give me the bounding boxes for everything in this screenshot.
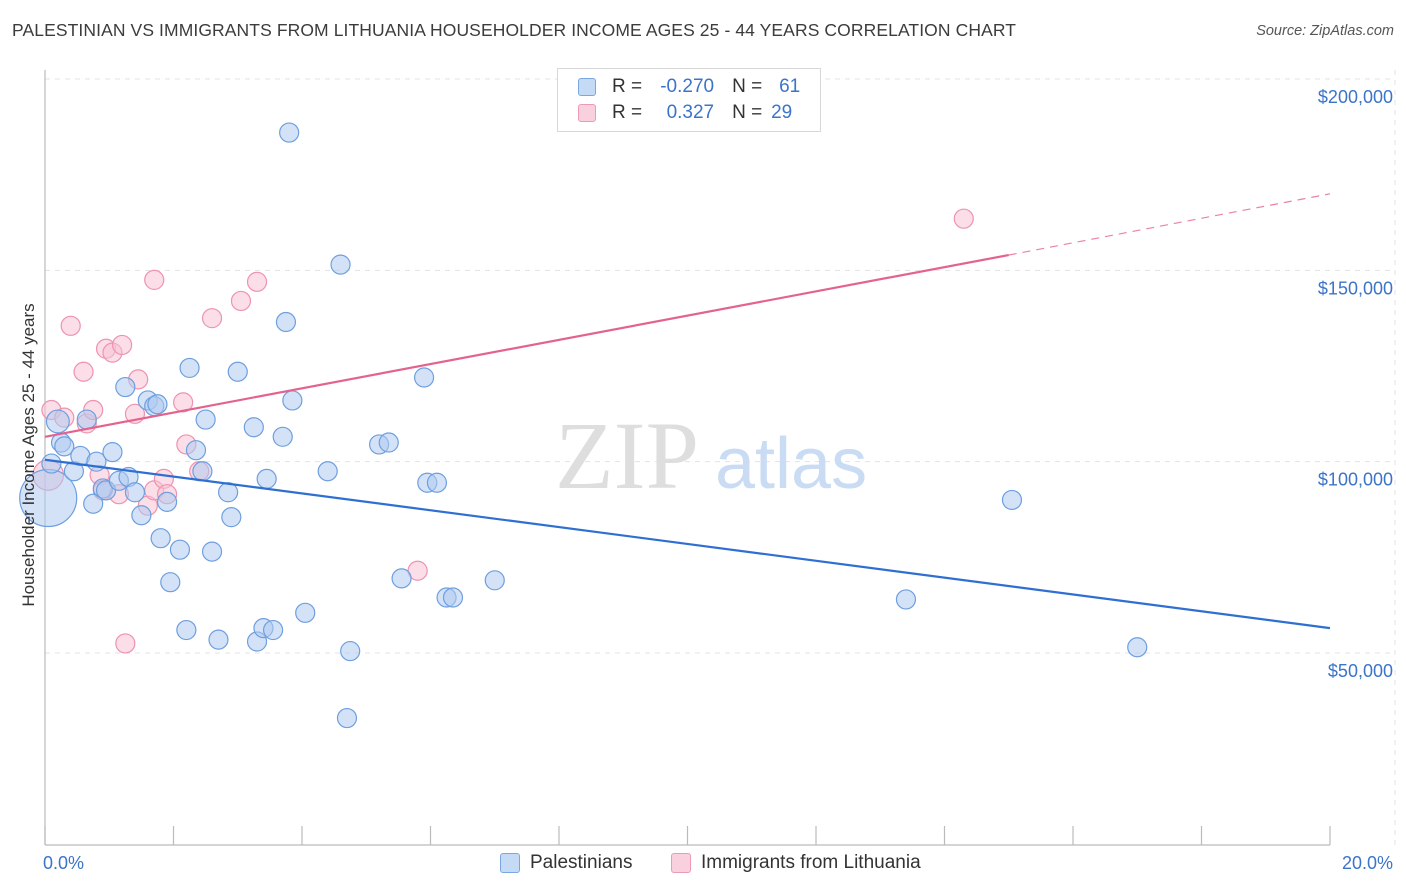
watermark-zip: ZIP: [555, 402, 699, 509]
legend-item-lithuania: Immigrants from Lithuania: [671, 852, 921, 874]
point-palestinian: [340, 640, 361, 662]
trend-line-palestinians: [44, 458, 1331, 630]
point-palestinian: [201, 541, 223, 562]
y-tick-label: $150,000: [1318, 278, 1393, 298]
point-palestinian: [83, 493, 104, 514]
point-lithuania: [111, 334, 133, 356]
point-palestinian: [378, 432, 399, 453]
legend-r-label: R =: [612, 76, 643, 97]
legend-n-label: N =: [732, 102, 763, 123]
point-lithuania: [953, 208, 974, 229]
point-palestinian: [102, 442, 123, 463]
point-palestinian: [208, 629, 229, 650]
legend-n-value: 29: [771, 102, 793, 123]
point-palestinian: [282, 390, 303, 411]
trend-lines: [44, 193, 1331, 630]
series-legend: Palestinians Immigrants from Lithuania: [0, 852, 1406, 878]
point-palestinian: [124, 482, 146, 503]
point-palestinian: [41, 453, 62, 474]
legend-r-value: -0.270: [660, 76, 715, 97]
point-palestinian: [442, 587, 464, 608]
legend-row-palestinians: R = -0.270 N = 61: [578, 75, 800, 99]
point-palestinian: [176, 619, 197, 641]
point-palestinian: [169, 539, 191, 560]
legend-row-lithuania: R = 0.327 N = 29: [578, 101, 792, 125]
legend-swatch-blue: [500, 853, 520, 873]
point-lithuania: [73, 361, 94, 382]
point-lithuania: [144, 269, 165, 290]
point-palestinian: [131, 505, 152, 526]
point-palestinian: [336, 707, 358, 729]
point-lithuania: [230, 290, 252, 312]
legend-r-label: R =: [612, 102, 643, 123]
point-lithuania: [246, 271, 268, 292]
watermark-atlas: atlas: [715, 424, 867, 504]
point-palestinian: [295, 602, 316, 623]
point-palestinian: [243, 417, 264, 438]
point-palestinian: [45, 409, 70, 434]
legend-item-palestinians: Palestinians: [500, 852, 632, 874]
point-palestinian: [256, 468, 277, 489]
point-palestinian: [317, 461, 338, 482]
point-palestinian: [192, 461, 213, 482]
y-tick-label: $50,000: [1328, 661, 1393, 681]
point-palestinian: [227, 361, 248, 382]
x-tick-label: 0.0%: [43, 853, 84, 873]
point-palestinian: [413, 367, 435, 388]
y-tick-label: $200,000: [1318, 87, 1393, 107]
point-lithuania: [115, 633, 136, 654]
point-palestinian: [179, 357, 200, 379]
y-axis-label: Householder Income Ages 25 - 44 years: [19, 303, 38, 606]
legend-label-lithuania: Immigrants from Lithuania: [701, 852, 921, 873]
point-palestinian: [150, 528, 171, 549]
point-lithuania: [201, 308, 223, 329]
point-palestinian: [147, 394, 168, 415]
point-palestinian: [391, 568, 412, 589]
point-palestinian: [330, 254, 351, 275]
point-palestinian: [279, 122, 300, 143]
y-tick-label: $100,000: [1318, 470, 1393, 490]
point-lithuania: [60, 315, 81, 336]
point-palestinian: [160, 572, 181, 593]
legend-label-palestinians: Palestinians: [530, 852, 633, 873]
point-palestinian: [54, 436, 75, 457]
point-palestinian: [484, 570, 505, 591]
chart-title: PALESTINIAN VS IMMIGRANTS FROM LITHUANIA…: [12, 20, 1017, 40]
point-palestinian: [115, 376, 136, 398]
point-palestinian: [185, 440, 207, 461]
point-palestinian: [1127, 637, 1148, 658]
tick-labels: $50,000 $100,000 $150,000 $200,000 0.0% 20.0%: [43, 87, 1393, 873]
point-palestinian: [262, 619, 284, 641]
point-palestinian: [426, 472, 448, 493]
point-palestinian: [156, 491, 178, 512]
legend-r-value: 0.327: [666, 102, 715, 123]
trend-line-lithuania: [44, 253, 1009, 438]
point-palestinian: [895, 589, 917, 610]
legend-n-value: 61: [779, 76, 801, 97]
point-palestinian: [76, 409, 97, 430]
x-tick-label: 20.0%: [1342, 853, 1393, 873]
legend-swatch-pink: [671, 853, 691, 873]
source-credit: Source: ZipAtlas.com: [1256, 23, 1394, 39]
point-palestinian: [221, 507, 242, 528]
point-palestinian: [1001, 489, 1023, 511]
grid-lines: [45, 70, 1396, 845]
legend-n-label: N =: [732, 76, 763, 97]
point-palestinian: [272, 426, 293, 447]
point-palestinian: [195, 409, 216, 430]
series-palestinians-points: [19, 122, 1148, 729]
stats-legend: R = -0.270 N = 61 R = 0.327 N = 29: [557, 68, 821, 132]
legend-swatch-pink: [578, 104, 596, 122]
legend-swatch-blue: [578, 78, 596, 96]
point-palestinian: [275, 311, 297, 333]
trend-line-lithuania-extension: [1008, 193, 1331, 256]
